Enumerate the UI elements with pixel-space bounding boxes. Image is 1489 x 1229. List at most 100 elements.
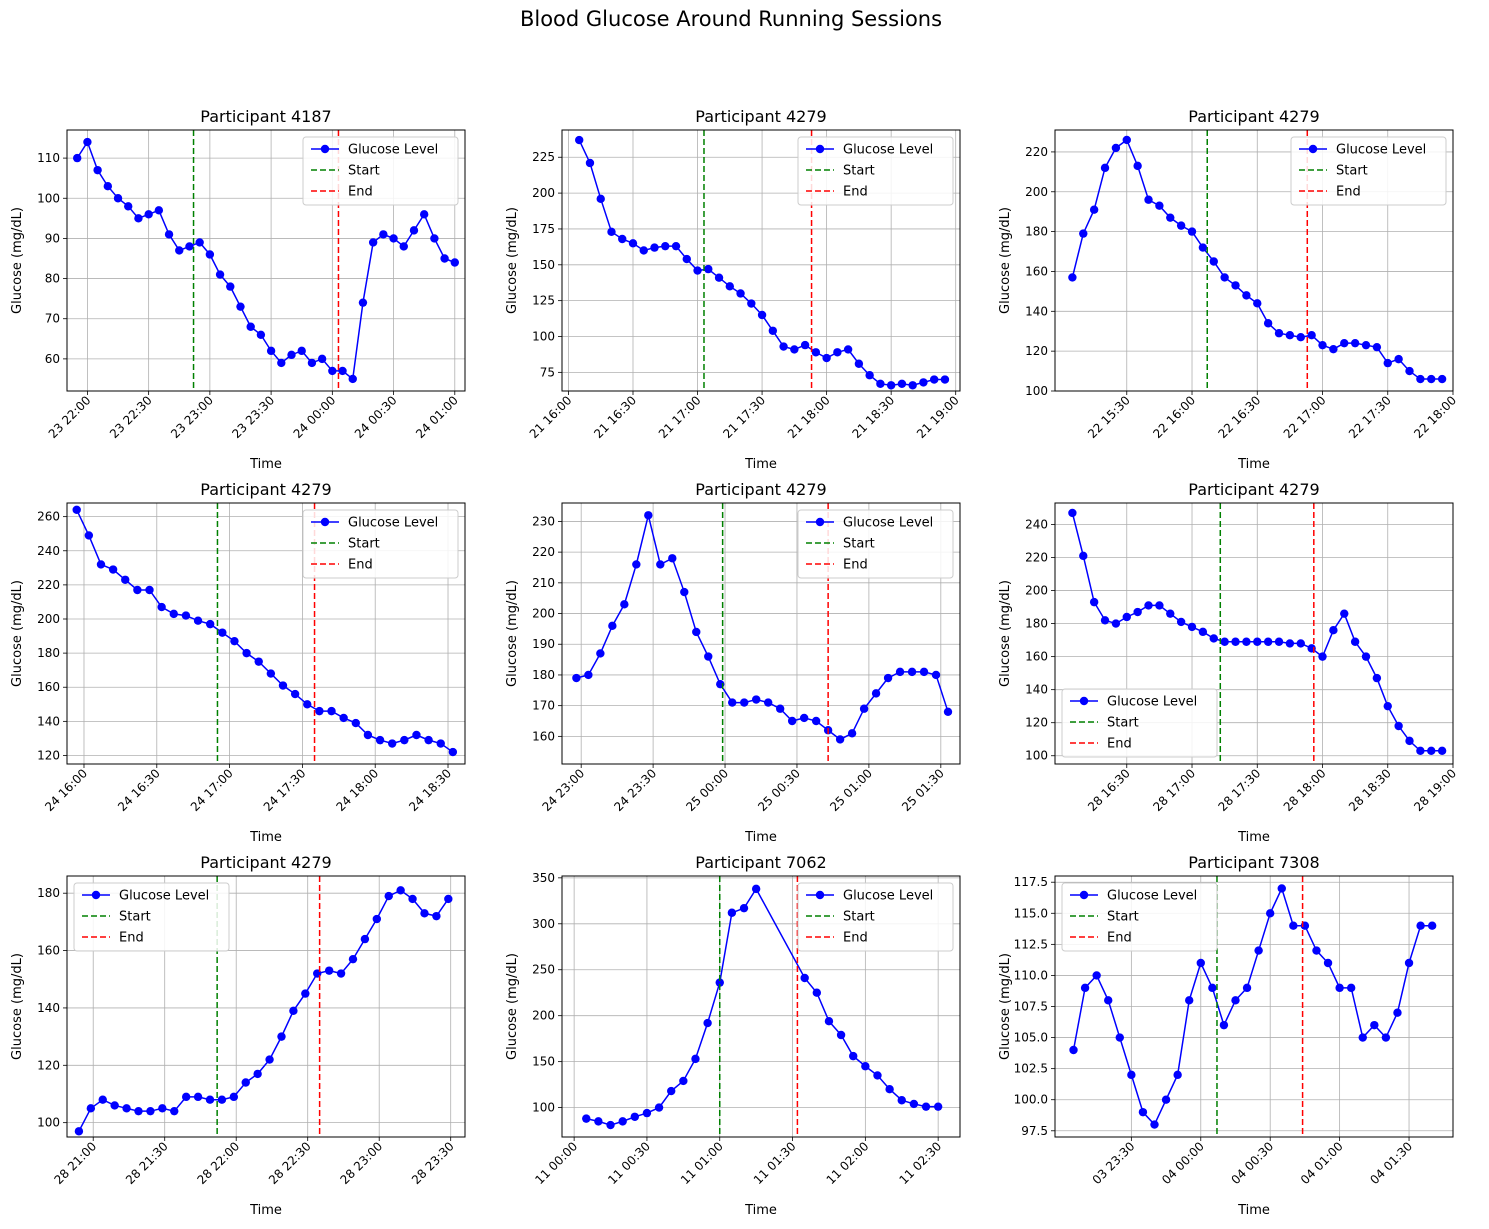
glucose-point [1220, 273, 1229, 282]
y-tick-label: 112.5 [1014, 937, 1048, 951]
glucose-point [736, 289, 745, 298]
glucose-point [338, 366, 347, 376]
glucose-point [618, 1117, 627, 1126]
glucose-point [336, 969, 346, 978]
legend-entry-end-label: End [348, 558, 373, 573]
axes-frame [66, 502, 466, 765]
legend-entry-end-label: End [1107, 931, 1132, 946]
x-tick-label: 11 01:00 [678, 1139, 726, 1187]
y-tick-label: 180 [37, 646, 60, 660]
glucose-point [205, 1095, 215, 1104]
glucose-point [727, 908, 737, 917]
x-tick-label: 22 18:00 [1411, 393, 1459, 441]
glucose-point [650, 243, 659, 252]
glucose-point [154, 206, 164, 215]
glucose-point [409, 226, 419, 235]
glucose-point [943, 707, 953, 716]
glucose-point [134, 1106, 143, 1116]
glucose-point [1372, 342, 1382, 352]
glucose-point [181, 1092, 191, 1102]
x-tick-label: 21 18:30 [849, 393, 897, 441]
glucose-point [440, 254, 449, 263]
y-tick-label: 200 [532, 1009, 555, 1023]
glucose-point [836, 1030, 846, 1040]
glucose-point [1285, 639, 1295, 648]
glucose-point [266, 669, 276, 678]
glucose-point [768, 326, 778, 335]
glucose-point [1437, 746, 1447, 755]
x-tick-label: 28 22:00 [194, 1139, 242, 1187]
y-tick-label: 100 [1025, 384, 1048, 398]
glucose-point [241, 1078, 250, 1087]
glucose-point [594, 1117, 603, 1126]
y-tick-label: 100 [37, 191, 60, 205]
x-tick-label: 21 17:00 [656, 393, 704, 441]
glucose-point [1335, 983, 1344, 993]
glucose-point [642, 1108, 652, 1118]
legend-entry-start-label: Start [348, 537, 380, 552]
glucose-point [940, 375, 950, 384]
x-tick-label: 23 23:00 [168, 393, 216, 441]
glucose-point [1358, 1033, 1367, 1042]
glucose-point [436, 739, 445, 748]
y-tick-label: 220 [37, 578, 60, 592]
glucose-point [1427, 374, 1436, 384]
glucose-point [146, 1106, 155, 1116]
legend-box [302, 136, 459, 206]
glucose-point [618, 234, 627, 244]
glucose-point [399, 242, 408, 251]
glucose-point [1404, 958, 1414, 968]
glucose-point [420, 909, 429, 918]
glucose-point [1274, 329, 1284, 338]
x-tick-label: 03 23:30 [1090, 1139, 1138, 1187]
y-tick-label: 107.5 [1014, 1000, 1048, 1014]
chart-title: Participant 4279 [1188, 107, 1319, 126]
axes-frame [561, 129, 961, 392]
glucose-point [929, 375, 939, 384]
glucose-point [575, 135, 584, 145]
glucose-point [639, 246, 648, 255]
y-tick-label: 100 [532, 330, 555, 344]
y-tick-label: 60 [45, 352, 60, 366]
glucose-point [1187, 622, 1197, 632]
glucose-point [430, 234, 439, 243]
glucose-point [181, 611, 191, 620]
x-tick-label: 25 01:00 [827, 766, 875, 814]
glucose-point [854, 359, 864, 368]
glucose-point [254, 657, 263, 666]
y-tick-label: 140 [37, 714, 60, 728]
axes-frame [561, 875, 961, 1138]
glucose-point [691, 1054, 700, 1064]
x-tick-label: 11 00:30 [605, 1139, 653, 1187]
x-tick-label: 25 01:30 [899, 766, 947, 814]
glucose-point [703, 1018, 712, 1028]
chart-panel-3: Participant 4279 100 120 140 160 180 200 220 22 … [998, 107, 1459, 472]
glucose-point [93, 165, 102, 175]
glucose-point [779, 342, 788, 351]
glucose-point [1242, 637, 1251, 646]
glucose-point [661, 241, 670, 251]
legend-marker [815, 517, 825, 527]
y-tick-label: 70 [45, 312, 60, 326]
legend-box [1061, 882, 1218, 952]
glucose-point [1307, 644, 1316, 653]
glucose-point [226, 282, 235, 291]
y-tick-label: 350 [532, 871, 555, 885]
legend-entry-start-label: Start [1107, 910, 1139, 925]
glucose-point [714, 273, 724, 282]
y-tick-label: 240 [1025, 517, 1048, 531]
glucose-point [787, 716, 797, 726]
glucose-point [861, 1062, 870, 1071]
glucose-point [113, 194, 123, 203]
glucose-point [824, 1017, 834, 1026]
x-tick-label: 22 17:00 [1281, 393, 1329, 441]
glucose-point [169, 609, 178, 619]
glucose-point [628, 239, 638, 248]
legend-entry-start-label: Start [1107, 716, 1139, 731]
legend-entry-start-label: Start [843, 910, 875, 925]
glucose-point [363, 730, 373, 740]
x-tick-label: 22 17:30 [1346, 393, 1394, 441]
legend-entry-end-label: End [843, 558, 868, 573]
glucose-point [1100, 163, 1110, 173]
glucose-point [725, 282, 735, 291]
